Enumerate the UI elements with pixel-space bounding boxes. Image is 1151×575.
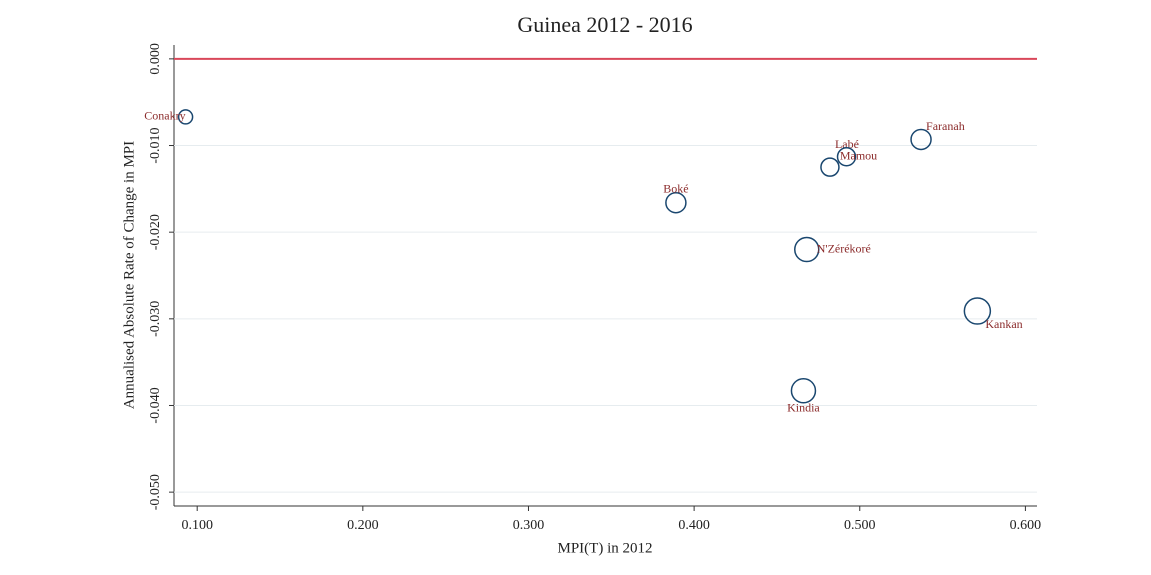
point-label: Faranah <box>926 119 965 133</box>
point-label: N'Zérékoré <box>817 241 871 255</box>
point-label: Kankan <box>985 317 1022 331</box>
y-tick-label: -0.010 <box>148 127 163 163</box>
bubble <box>790 378 817 404</box>
bubble <box>963 297 992 325</box>
bubble <box>836 147 857 167</box>
bubble <box>794 236 820 263</box>
bubble <box>910 128 932 151</box>
x-tick-label: 0.300 <box>513 518 545 533</box>
y-tick-label: -0.050 <box>148 474 163 510</box>
x-tick-label: 0.200 <box>347 518 379 533</box>
point-label: Conakry <box>144 109 185 123</box>
point-label: Boké <box>663 181 688 195</box>
x-tick-label: 0.100 <box>181 518 213 533</box>
bubble <box>665 191 687 214</box>
point-label: Labé <box>835 137 859 151</box>
y-tick-label: -0.040 <box>148 387 163 423</box>
point-label: Kindia <box>787 401 820 415</box>
x-tick-label: 0.500 <box>844 518 876 533</box>
x-axis-label: MPI(T) in 2012 <box>558 540 653 556</box>
x-tick-label: 0.600 <box>1010 518 1042 533</box>
y-tick-label: -0.020 <box>148 214 163 250</box>
chart-title: Guinea 2012 - 2016 <box>517 12 692 37</box>
y-tick-label: -0.030 <box>148 301 163 337</box>
point-label: Mamou <box>840 149 877 163</box>
y-tick-label: 0.000 <box>148 43 163 75</box>
bubble <box>820 157 840 177</box>
x-tick-label: 0.400 <box>678 518 710 533</box>
bubble <box>177 109 194 125</box>
y-axis-label: Annualised Absolute Rate of Change in MP… <box>121 141 137 409</box>
